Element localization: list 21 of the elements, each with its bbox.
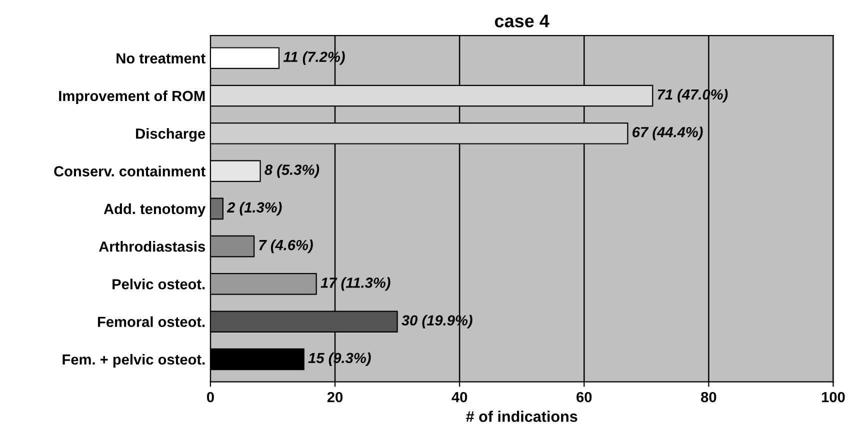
- y-tick-label: Add. tenotomy: [104, 203, 206, 217]
- x-tick-label: 20: [327, 392, 343, 402]
- data-label: 67 (44.4%): [632, 126, 703, 140]
- x-tick-label: 60: [576, 392, 592, 402]
- data-label: 2 (1.3%): [226, 202, 282, 216]
- x-tick-label: 80: [701, 392, 716, 402]
- y-tick-label: Femoral osteot.: [98, 316, 205, 328]
- y-tick-label: Pelvic osteot.: [112, 278, 205, 290]
- x-tick-label: 100: [822, 392, 845, 402]
- y-tick-label: Discharge: [136, 128, 206, 142]
- data-label: 7 (4.6%): [259, 240, 313, 254]
- x-tick-label: 40: [452, 392, 468, 402]
- chart-title: case 4: [494, 14, 550, 28]
- y-tick-label: No treatment: [116, 53, 206, 64]
- y-tick-label: Conserv. containment: [54, 166, 206, 176]
- y-tick-label: Fem. + pelvic osteot.: [62, 354, 205, 368]
- x-axis-title: # of indications: [466, 410, 578, 422]
- data-label: 8 (5.3%): [264, 164, 320, 178]
- y-tick-label: Arthrodiastasis: [98, 241, 206, 252]
- y-tick-label: Improvement of ROM: [59, 90, 205, 104]
- x-tick-label: 0: [206, 392, 214, 402]
